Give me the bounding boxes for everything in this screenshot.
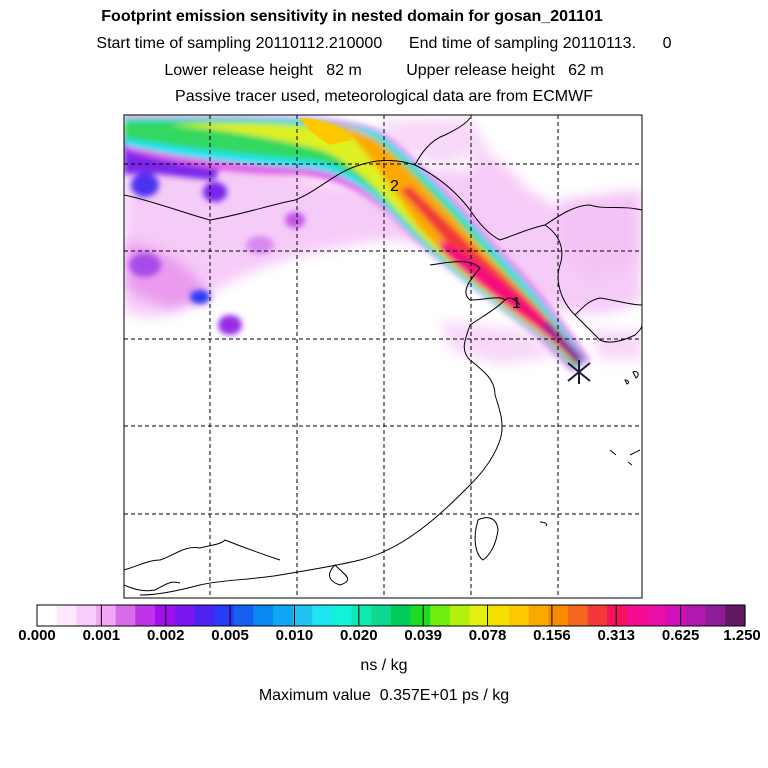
x-cross-icon [567, 360, 591, 384]
colorbar-tick-label: 1.250 [723, 627, 761, 644]
maximum-value: Maximum value 0.357E+01 ps / kg [258, 687, 510, 704]
colorbar-cell [430, 605, 451, 626]
colorbar-cell [96, 605, 117, 626]
colorbar-cell [410, 605, 431, 626]
colorbar-cell [509, 605, 530, 626]
colorbar-cell [371, 605, 392, 626]
colorbar-cell [253, 605, 274, 626]
colorbar-tick-label: 0.005 [211, 627, 249, 644]
colorbar-cell [725, 605, 746, 626]
colorbar-cell [292, 605, 313, 626]
lat-lon-grid [124, 115, 642, 598]
colorbar-cell [666, 605, 687, 626]
colorbar-tick-label: 0.625 [661, 627, 700, 644]
colorbar-cell [450, 605, 471, 626]
sensitivity-field [124, 115, 642, 372]
colorbar-tick-label: 0.020 [340, 627, 378, 644]
colorbar-cell [76, 605, 97, 626]
colorbar [36, 604, 746, 627]
colorbar-tick-label: 0.010 [275, 627, 314, 644]
colorbar-cell [233, 605, 254, 626]
colorbar-cell [469, 605, 490, 626]
colorbar-tick-label: 0.156 [533, 627, 571, 644]
colorbar-cell [607, 605, 628, 626]
colorbar-cell [391, 605, 412, 626]
colorbar-units: ns / kg [360, 657, 408, 674]
coastlines-borders [124, 117, 642, 596]
release-heights: Lower release height 82 m Upper release … [164, 62, 604, 79]
map-frame [123, 114, 643, 599]
colorbar-cell [332, 605, 353, 626]
colorbar-cell [568, 605, 589, 626]
cluster-label-2: 2 [390, 178, 399, 195]
colorbar-tick-label: 0.002 [146, 627, 185, 644]
colorbar-cell [56, 605, 77, 626]
colorbar-cell [627, 605, 648, 626]
colorbar-cell [528, 605, 549, 626]
colorbar-cell [351, 605, 372, 626]
colorbar-tick-label: 0.039 [404, 627, 442, 644]
colorbar-frame [36, 604, 746, 627]
colorbar-cell [214, 605, 235, 626]
colorbar-cell [273, 605, 294, 626]
colorbar-cell [135, 605, 156, 626]
colorbar-tick-label: 0.078 [468, 627, 507, 644]
colorbar-cell [194, 605, 215, 626]
tracer-info: Passive tracer used, meteorological data… [175, 88, 593, 105]
colorbar-cell [646, 605, 667, 626]
colorbar-tick-label: 0.313 [597, 627, 636, 644]
colorbar-cell [37, 605, 58, 626]
colorbar-cell [155, 605, 176, 626]
colorbar-tick-label: 0.001 [82, 627, 121, 644]
colorbar-cell [489, 605, 510, 626]
colorbar-tick-label: 0.000 [18, 627, 56, 644]
colorbar-cell [115, 605, 136, 626]
colorbar-cell [312, 605, 333, 626]
colorbar-cell [174, 605, 195, 626]
map-title: Footprint emission sensitivity in nested… [101, 8, 603, 25]
cluster-label-1: 1 [512, 295, 521, 312]
colorbar-cell [686, 605, 707, 626]
colorbar-cell [548, 605, 569, 626]
colorbar-cell [587, 605, 608, 626]
sampling-times: Start time of sampling 20110112.210000 E… [96, 35, 672, 52]
colorbar-cell [705, 605, 726, 626]
